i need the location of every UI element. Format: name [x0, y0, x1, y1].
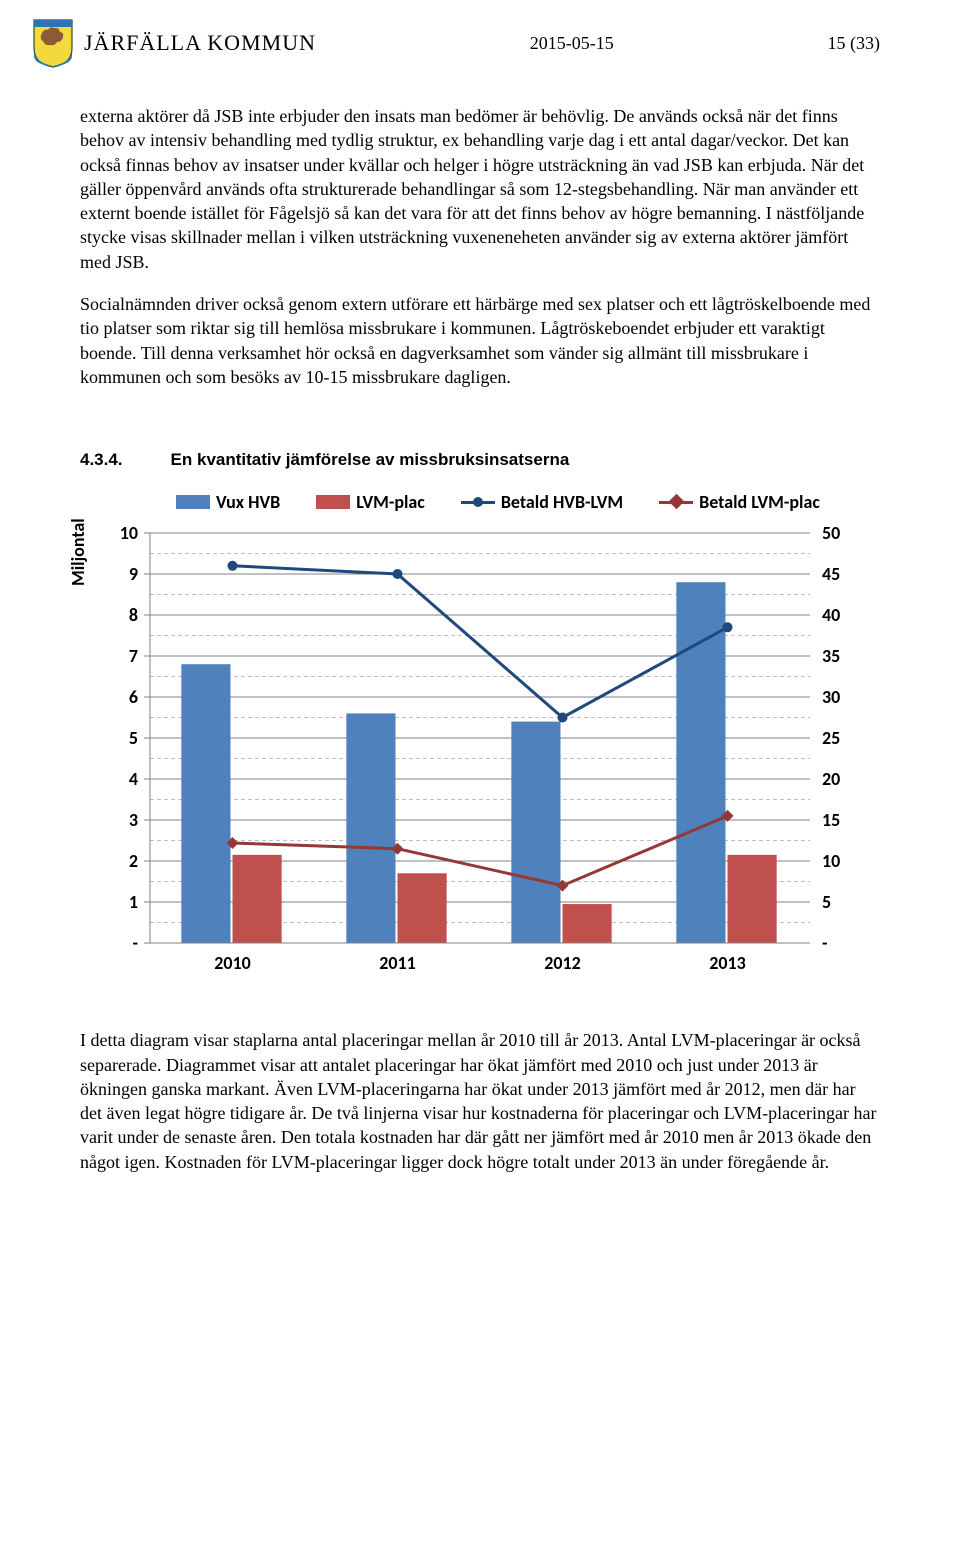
body-text: externa aktörer då JSB inte erbjuder den… [80, 104, 880, 389]
legend-label: Betald LVM-plac [699, 490, 820, 514]
header-logo-title: JÄRFÄLLA KOMMUN [32, 18, 316, 68]
caption-text: I detta diagram visar staplarna antal pl… [80, 1028, 880, 1174]
page-header: JÄRFÄLLA KOMMUN 2015-05-15 15 (33) [80, 18, 880, 68]
legend-marker [659, 501, 693, 504]
header-page-number: 15 (33) [827, 31, 880, 55]
svg-text:6: 6 [129, 686, 138, 708]
svg-text:2: 2 [129, 850, 138, 872]
legend-label: Betald HVB-LVM [501, 490, 623, 514]
svg-text:2011: 2011 [379, 952, 416, 974]
svg-text:5: 5 [822, 891, 831, 913]
svg-text:20: 20 [822, 768, 840, 790]
svg-text:7: 7 [129, 645, 138, 667]
svg-text:40: 40 [822, 604, 840, 626]
svg-text:4: 4 [129, 768, 138, 790]
svg-text:-: - [132, 932, 138, 954]
legend-item: Betald LVM-plac [659, 490, 820, 514]
legend-item: Vux HVB [176, 490, 280, 514]
legend-label: LVM-plac [356, 490, 425, 514]
svg-text:2012: 2012 [544, 952, 581, 974]
svg-text:35: 35 [822, 645, 840, 667]
section-heading: 4.3.4. En kvantitativ jämförelse av miss… [80, 449, 880, 472]
svg-text:8: 8 [129, 604, 138, 626]
y-axis-title: Miljontal [66, 518, 90, 586]
svg-text:-: - [822, 932, 828, 954]
svg-text:30: 30 [822, 686, 840, 708]
section-title: En kvantitativ jämförelse av missbruksin… [171, 449, 570, 472]
header-date: 2015-05-15 [530, 31, 614, 55]
jarfalla-shield-icon [32, 18, 74, 68]
svg-text:50: 50 [822, 523, 840, 544]
svg-text:9: 9 [129, 563, 138, 585]
legend-marker [316, 495, 350, 509]
legend-marker [176, 495, 210, 509]
legend-item: LVM-plac [316, 490, 425, 514]
svg-text:25: 25 [822, 727, 840, 749]
section-number: 4.3.4. [80, 449, 123, 472]
chart-caption: I detta diagram visar staplarna antal pl… [80, 1028, 880, 1174]
svg-text:10: 10 [822, 850, 840, 872]
svg-text:2010: 2010 [214, 952, 251, 974]
svg-text:10: 10 [120, 523, 138, 544]
svg-text:1: 1 [129, 891, 138, 913]
legend-label: Vux HVB [216, 490, 280, 514]
kommun-name: JÄRFÄLLA KOMMUN [84, 28, 316, 58]
svg-text:2013: 2013 [709, 952, 746, 974]
svg-text:5: 5 [129, 727, 138, 749]
paragraph-2: Socialnämnden driver också genom extern … [80, 292, 880, 389]
paragraph-1: externa aktörer då JSB inte erbjuder den… [80, 104, 880, 274]
legend-item: Betald HVB-LVM [461, 490, 623, 514]
svg-text:45: 45 [822, 563, 840, 585]
combo-chart: -12345678910-510152025303540455020102011… [80, 523, 860, 983]
legend-marker [461, 501, 495, 504]
chart-legend: Vux HVB LVM-plac Betald HVB-LVM Betald LVM-… [80, 490, 860, 514]
svg-text:3: 3 [129, 809, 138, 831]
svg-text:15: 15 [822, 809, 840, 831]
chart-container: Vux HVB LVM-plac Betald HVB-LVM Betald LVM-… [80, 490, 860, 1010]
